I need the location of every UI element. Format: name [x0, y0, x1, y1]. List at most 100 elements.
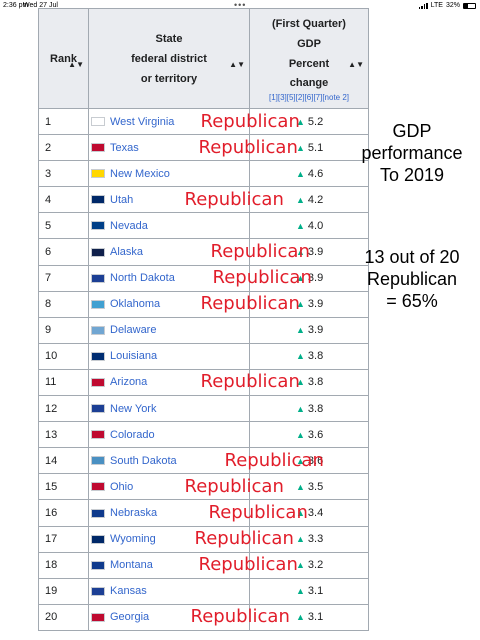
state-link[interactable]: Colorado	[110, 428, 155, 441]
gdp-header[interactable]: (First Quarter) GDP Percent change [1][3…	[249, 8, 369, 109]
republican-annotation: Republican	[208, 501, 308, 523]
state-link[interactable]: Nevada	[110, 219, 148, 232]
state-flag-icon	[91, 299, 105, 309]
note-line: GDP	[392, 121, 432, 141]
state-flag-icon	[91, 482, 105, 492]
state-link[interactable]: West Virginia	[110, 115, 175, 128]
state-link[interactable]: Georgia	[110, 611, 150, 624]
up-triangle-icon: ▲	[296, 168, 305, 179]
table-row: 6 Alaska ▲ 3.9	[38, 238, 369, 266]
note-gdp-performance: GDP performance To 2019	[352, 120, 472, 186]
table-row: 10 Louisiana ▲ 3.8	[38, 342, 369, 370]
state-cell: Georgia	[88, 603, 250, 631]
state-cell: Kansas	[88, 577, 250, 605]
reference-links[interactable]: [1][3][5][2][6][7][note 2]	[268, 92, 350, 102]
note-line: = 65%	[386, 291, 438, 311]
status-right: LTE 32%	[418, 2, 476, 9]
state-link[interactable]: North Dakota	[110, 272, 175, 285]
state-flag-icon	[91, 612, 105, 622]
state-link[interactable]: New York	[110, 402, 157, 415]
state-link[interactable]: New Mexico	[110, 167, 170, 180]
state-link[interactable]: Louisiana	[110, 350, 158, 363]
republican-annotation: Republican	[198, 136, 298, 158]
state-flag-icon	[91, 143, 105, 153]
note-line: Republican	[366, 269, 458, 289]
gdp-cell: ▲ 5.1	[249, 134, 369, 162]
state-flag-icon	[91, 404, 105, 414]
sort-icon[interactable]: ▲▼	[229, 60, 245, 69]
rank-cell: 4	[38, 186, 89, 214]
table-row: 4 Utah ▲ 4.2	[38, 186, 369, 214]
note-republican-share: 13 out of 20 Republican = 65%	[352, 246, 472, 312]
gdp-cell: ▲ 3.3	[249, 525, 369, 553]
state-cell: Arizona	[88, 368, 250, 397]
state-link[interactable]: Delaware	[110, 324, 157, 337]
status-date: Wed 27 Jul	[23, 2, 58, 9]
state-cell: Oklahoma	[88, 290, 250, 318]
gdp-value: 3.6	[307, 454, 324, 467]
rank-cell: 19	[38, 577, 89, 605]
sort-icon[interactable]: ▲▼	[348, 60, 364, 69]
state-flag-icon	[91, 325, 105, 335]
up-triangle-icon: ▲	[296, 481, 305, 492]
gdp-cell: ▲ 3.9	[249, 264, 369, 292]
state-link[interactable]: Kansas	[110, 585, 147, 598]
gdp-cell: ▲ 3.1	[249, 603, 369, 631]
up-triangle-icon: ▲	[296, 377, 305, 388]
state-link[interactable]: Nebraska	[110, 507, 158, 519]
state-link[interactable]: Ohio	[110, 480, 134, 493]
table-row: 5 Nevada ▲ 4.0	[38, 212, 369, 240]
state-cell: Nebraska	[88, 499, 250, 527]
rank-cell: 6	[38, 238, 89, 266]
state-link[interactable]: Texas	[110, 141, 139, 154]
gdp-header-line: Percent	[288, 57, 330, 70]
rank-cell: 16	[38, 499, 89, 527]
multitasking-dots-icon[interactable]: •••	[234, 0, 247, 10]
state-link[interactable]: Arizona	[110, 376, 148, 389]
gdp-value: 3.9	[307, 298, 324, 311]
state-flag-icon	[91, 273, 105, 283]
status-time: 2:36 pm	[3, 2, 29, 9]
state-cell: Utah	[88, 186, 250, 214]
state-link[interactable]: Montana	[110, 559, 153, 572]
rank-cell: 15	[38, 473, 89, 501]
network-label: LTE	[430, 2, 443, 9]
gdp-cell: ▲ 4.0	[249, 212, 369, 240]
gdp-cell: ▲ 3.9	[249, 290, 369, 318]
state-link[interactable]: Utah	[110, 193, 134, 206]
republican-annotation: Republican	[200, 293, 300, 315]
republican-annotation: Republican	[210, 240, 310, 262]
up-triangle-icon: ▲	[296, 403, 305, 414]
rank-cell: 2	[38, 134, 89, 162]
rank-header[interactable]: Rank ▲▼	[38, 8, 89, 109]
state-header[interactable]: State federal district or territory ▲▼	[88, 8, 250, 109]
up-triangle-icon: ▲	[296, 429, 305, 440]
state-header-line: federal district	[131, 52, 207, 65]
state-cell: South Dakota	[88, 447, 250, 475]
gdp-cell: ▲ 3.2	[249, 551, 369, 579]
state-link[interactable]: Alaska	[110, 246, 144, 259]
table-header-row: Rank ▲▼ State federal district or territ…	[38, 8, 369, 109]
gdp-value: 3.1	[307, 611, 324, 624]
republican-annotation: Republican	[194, 528, 294, 549]
gdp-value: 5.2	[307, 115, 324, 128]
state-link[interactable]: Oklahoma	[110, 298, 161, 311]
table-row: 1 West Virginia ▲ 5.2	[38, 107, 369, 136]
gdp-value: 3.3	[307, 533, 324, 546]
gdp-cell: ▲ 3.8	[249, 368, 369, 397]
signal-icon	[418, 2, 428, 9]
rank-cell: 13	[38, 421, 89, 449]
republican-annotation: Republican	[200, 110, 300, 132]
rank-cell: 20	[38, 603, 89, 631]
table-row: 14 South Dakota ▲ 3.6	[38, 447, 369, 475]
table-row: 12 New York ▲ 3.8	[38, 395, 369, 423]
up-triangle-icon: ▲	[296, 534, 305, 545]
state-link[interactable]: Wyoming	[110, 533, 156, 546]
table-row: 13 Colorado ▲ 3.6	[38, 421, 369, 449]
state-cell: Colorado	[88, 421, 250, 449]
state-cell: New York	[88, 395, 250, 423]
sort-icon[interactable]: ▲▼	[68, 60, 84, 69]
state-link[interactable]: South Dakota	[110, 454, 177, 467]
gdp-cell: ▲ 3.9	[249, 316, 369, 344]
state-cell: North Dakota	[88, 264, 250, 292]
